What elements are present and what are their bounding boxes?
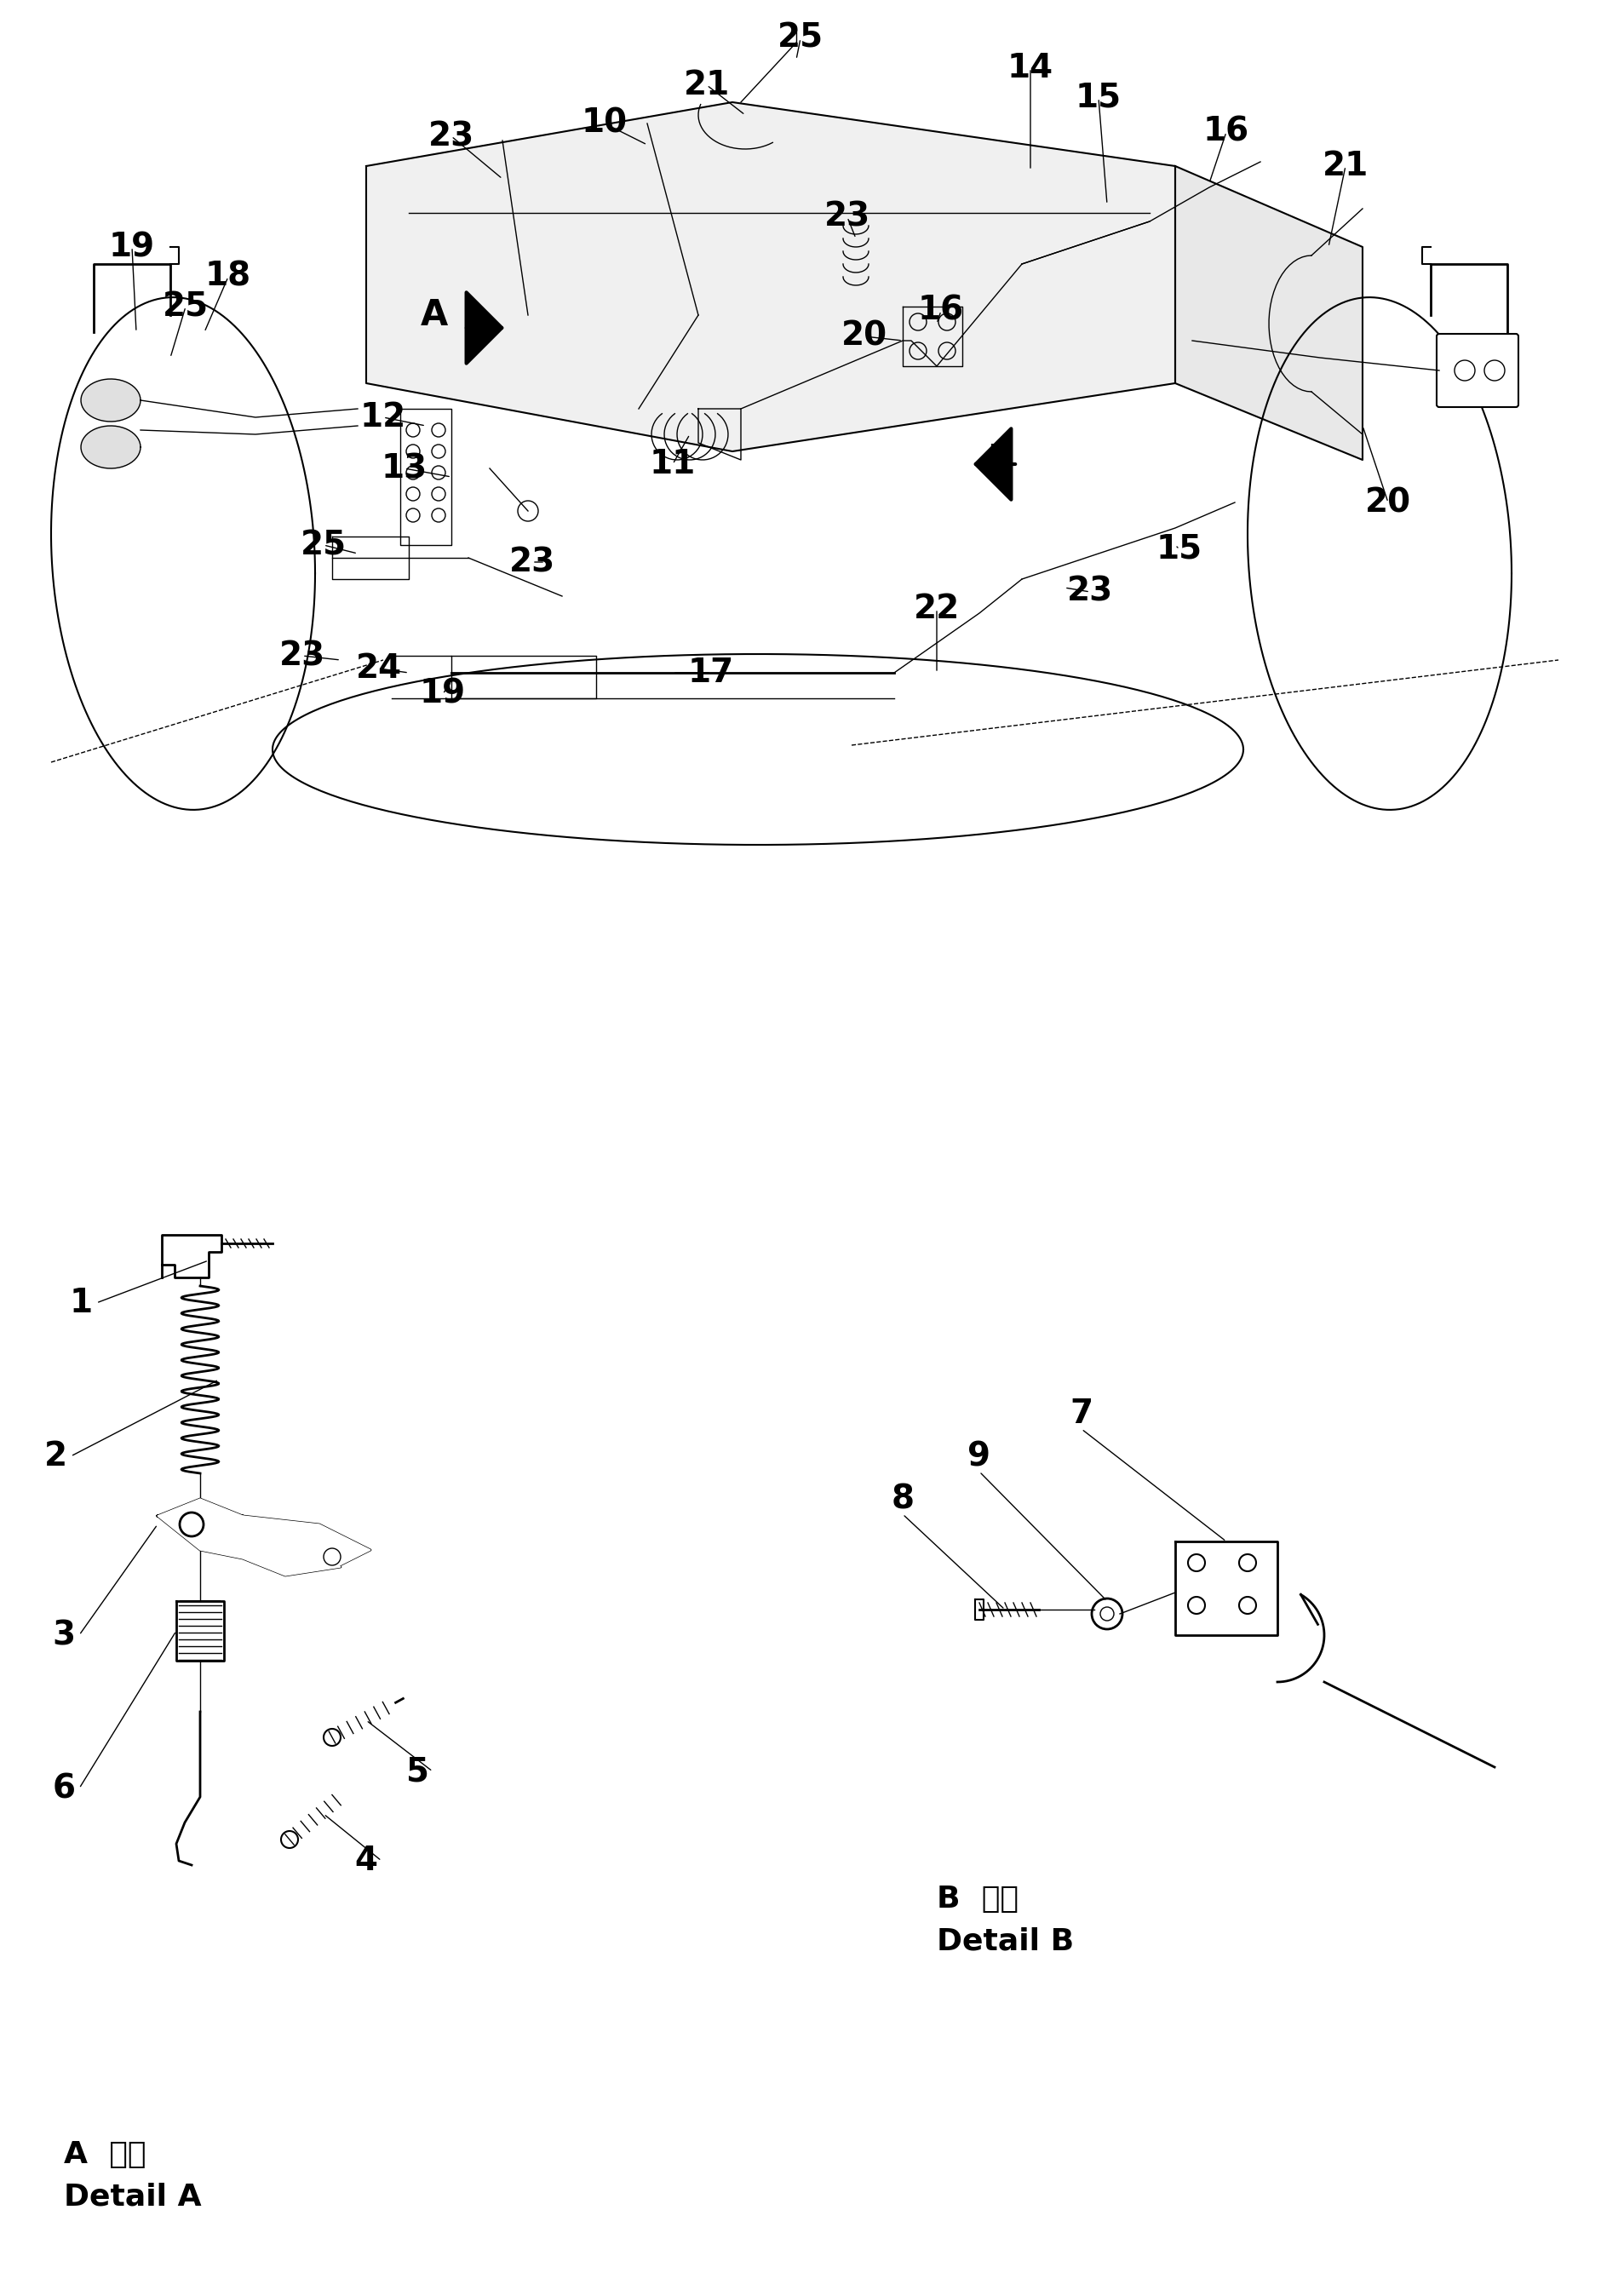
Text: 23: 23	[279, 641, 325, 673]
Text: 15: 15	[1156, 533, 1202, 565]
Text: 11: 11	[650, 448, 695, 480]
Text: 8: 8	[890, 1483, 914, 1515]
Text: 1: 1	[69, 1286, 93, 1320]
Text: 23: 23	[509, 546, 556, 579]
Text: 21: 21	[1322, 149, 1367, 181]
Text: 4: 4	[354, 1844, 378, 1878]
Text: 24: 24	[355, 652, 402, 684]
Text: 3: 3	[53, 1619, 75, 1651]
Text: Detail A: Detail A	[64, 2183, 202, 2211]
Text: 23: 23	[825, 202, 869, 234]
FancyBboxPatch shape	[1436, 333, 1518, 406]
Polygon shape	[157, 1499, 341, 1575]
Text: 25: 25	[776, 23, 823, 55]
Polygon shape	[272, 654, 1242, 845]
Text: 7: 7	[1069, 1398, 1092, 1430]
Text: 9: 9	[967, 1440, 991, 1472]
Text: 14: 14	[1007, 53, 1053, 85]
Text: 25: 25	[301, 528, 346, 560]
Text: B  詷細: B 詷細	[937, 1885, 1018, 1913]
Text: 22: 22	[913, 592, 959, 625]
Text: 17: 17	[687, 657, 733, 689]
Text: 16: 16	[917, 294, 964, 326]
Text: 15: 15	[1074, 83, 1121, 115]
Text: 6: 6	[53, 1773, 75, 1805]
Text: 13: 13	[381, 452, 427, 484]
Text: 10: 10	[581, 108, 628, 140]
Text: 5: 5	[405, 1754, 429, 1789]
Text: 23: 23	[427, 119, 474, 152]
Text: 25: 25	[163, 289, 208, 324]
Text: 19: 19	[109, 232, 155, 264]
Text: 19: 19	[419, 677, 466, 709]
Text: 20: 20	[841, 319, 887, 354]
Text: 23: 23	[1066, 576, 1113, 608]
Polygon shape	[1247, 296, 1511, 810]
Polygon shape	[82, 379, 141, 422]
Polygon shape	[1175, 165, 1362, 459]
Polygon shape	[367, 103, 1175, 452]
Polygon shape	[51, 296, 315, 810]
Text: 20: 20	[1364, 487, 1410, 519]
Text: A: A	[421, 296, 448, 333]
Polygon shape	[82, 425, 141, 468]
Text: 2: 2	[43, 1440, 67, 1472]
Text: 12: 12	[360, 402, 407, 434]
Text: 21: 21	[684, 69, 730, 101]
Polygon shape	[243, 1515, 370, 1566]
Text: 18: 18	[205, 262, 251, 294]
Text: 16: 16	[1202, 115, 1249, 149]
Text: A  詳細: A 詳細	[64, 2140, 146, 2170]
Text: Detail B: Detail B	[937, 1926, 1073, 1956]
Text: B: B	[986, 443, 1013, 478]
